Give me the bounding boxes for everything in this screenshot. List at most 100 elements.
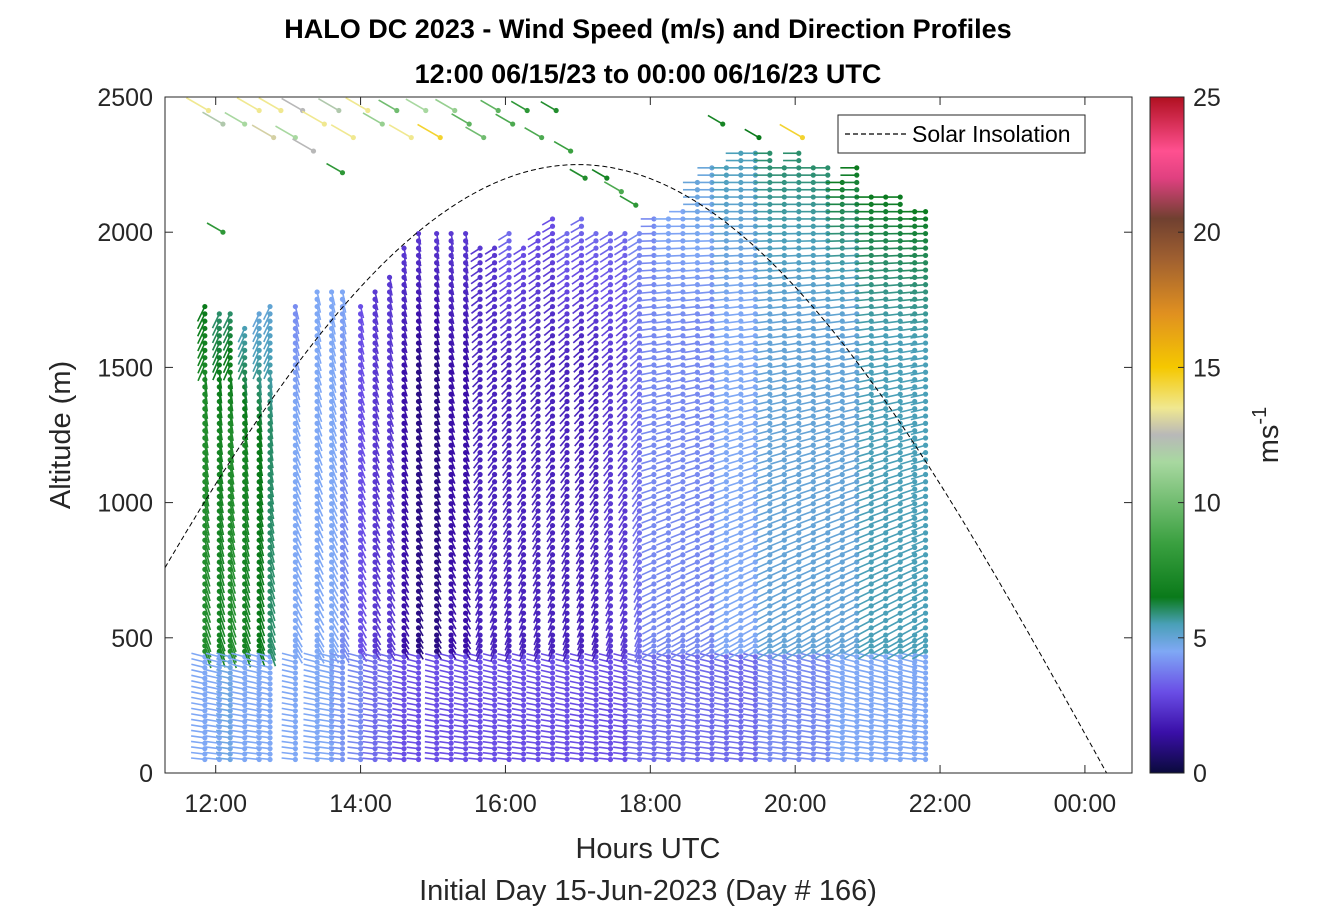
wind-barb-point bbox=[680, 544, 686, 551]
wind-barb-point bbox=[227, 325, 233, 332]
wind-barb-point bbox=[549, 537, 556, 543]
wind-barb-point bbox=[202, 340, 208, 346]
wind-barb-point bbox=[607, 340, 614, 346]
wind-barb-point bbox=[622, 729, 628, 736]
wind-barb-point bbox=[477, 442, 483, 448]
wind-barb-point bbox=[680, 735, 686, 741]
wind-barb-point bbox=[314, 508, 320, 514]
wind-barb-line bbox=[197, 364, 206, 382]
wind-barb-point bbox=[314, 449, 320, 456]
wind-barb-point bbox=[607, 296, 614, 302]
wind-barb-point bbox=[506, 508, 512, 514]
wind-barb-point bbox=[339, 566, 346, 572]
wind-barb-line bbox=[243, 518, 250, 536]
wind-barb-point bbox=[477, 566, 483, 572]
wind-barb-point bbox=[549, 318, 556, 324]
wind-barb-point bbox=[339, 697, 346, 703]
wind-barb-point bbox=[564, 681, 570, 687]
wind-barb-point bbox=[578, 457, 585, 463]
wind-barb-point bbox=[328, 603, 335, 609]
wind-barb-point bbox=[694, 740, 700, 746]
wind-barb-point bbox=[680, 691, 686, 698]
wind-barb-point bbox=[314, 501, 320, 507]
wind-barb-point bbox=[491, 713, 498, 719]
wind-barb-point bbox=[314, 702, 320, 709]
wind-barb-point bbox=[202, 303, 208, 310]
wind-barb-point bbox=[448, 648, 454, 654]
wind-barb-point bbox=[357, 581, 364, 587]
wind-barb-point bbox=[520, 340, 527, 346]
wind-barb-point bbox=[202, 311, 208, 317]
wind-barb-point bbox=[242, 664, 248, 671]
wind-barb-point bbox=[216, 664, 222, 671]
wind-barb-point bbox=[401, 544, 407, 551]
wind-barb-point bbox=[520, 522, 527, 529]
wind-barb-point bbox=[680, 282, 686, 288]
wind-barb-line bbox=[218, 430, 224, 448]
wind-barb-point bbox=[665, 413, 672, 419]
wind-barb-point bbox=[328, 670, 335, 676]
wind-barb-point bbox=[357, 643, 364, 649]
wind-barb-point bbox=[434, 713, 440, 719]
wind-barb-point bbox=[506, 691, 512, 698]
wind-barb-line bbox=[269, 645, 277, 662]
wind-barb-point bbox=[607, 552, 614, 558]
wind-barb-point bbox=[607, 260, 614, 266]
wind-barb-point bbox=[564, 274, 570, 280]
wind-barb-point bbox=[415, 552, 422, 558]
wind-barb-point bbox=[549, 391, 556, 397]
wind-barb-point bbox=[549, 464, 556, 470]
wind-barb-point bbox=[434, 537, 440, 543]
wind-barb-line bbox=[229, 459, 235, 478]
wind-barb-point bbox=[292, 625, 298, 631]
wind-barb-point bbox=[339, 702, 346, 709]
wind-barb-point bbox=[292, 702, 298, 709]
wind-barb-point bbox=[651, 537, 657, 543]
wind-barb-point bbox=[386, 756, 393, 763]
wind-barb-line bbox=[269, 651, 277, 667]
wind-barb-point bbox=[401, 686, 407, 692]
wind-barb-point bbox=[357, 610, 364, 616]
wind-barb-point bbox=[386, 486, 393, 492]
wind-barb-point bbox=[477, 464, 483, 470]
wind-barb-point bbox=[607, 289, 614, 295]
wind-barb-point bbox=[491, 376, 498, 383]
wind-barb-point bbox=[357, 574, 364, 580]
wind-barb-point bbox=[520, 413, 527, 419]
wind-barb-point bbox=[415, 559, 422, 565]
wind-barb-point bbox=[434, 719, 440, 725]
wind-barb-point bbox=[434, 675, 440, 681]
wind-barb-line bbox=[229, 554, 236, 573]
wind-barb-point bbox=[491, 735, 498, 741]
wind-barb-point bbox=[372, 559, 378, 565]
wind-barb-point bbox=[463, 588, 469, 594]
wind-barb-point bbox=[549, 566, 556, 572]
wind-barb-point bbox=[535, 508, 541, 514]
wind-barb-point bbox=[680, 413, 686, 419]
wind-barb-point bbox=[506, 729, 512, 736]
wind-barb-point bbox=[256, 325, 262, 332]
wind-barb-point bbox=[267, 751, 273, 757]
wind-barb-point bbox=[267, 670, 273, 676]
wind-barb-line bbox=[229, 408, 234, 427]
wind-barb-line bbox=[218, 598, 226, 616]
wind-barb-point bbox=[636, 464, 643, 470]
wind-barb-point bbox=[651, 406, 657, 412]
wind-barb-point bbox=[314, 691, 320, 698]
wind-barb-point bbox=[665, 697, 672, 703]
wind-barb-line bbox=[258, 554, 265, 571]
wind-barb-point bbox=[328, 648, 335, 654]
wind-barb-line bbox=[218, 591, 226, 608]
wind-barb-point bbox=[434, 581, 440, 587]
wind-barb-point bbox=[491, 740, 498, 746]
wind-barb-point bbox=[328, 515, 335, 521]
wind-barb-point bbox=[292, 537, 298, 543]
wind-barb-point bbox=[607, 479, 614, 485]
wind-barb-point bbox=[564, 347, 570, 353]
wind-barb-point bbox=[622, 697, 628, 703]
wind-barb-point bbox=[463, 735, 469, 741]
wind-barb-line bbox=[222, 364, 231, 381]
wind-barb-line bbox=[218, 612, 226, 630]
wind-barb-line bbox=[229, 612, 237, 631]
wind-barb-point bbox=[372, 442, 378, 448]
